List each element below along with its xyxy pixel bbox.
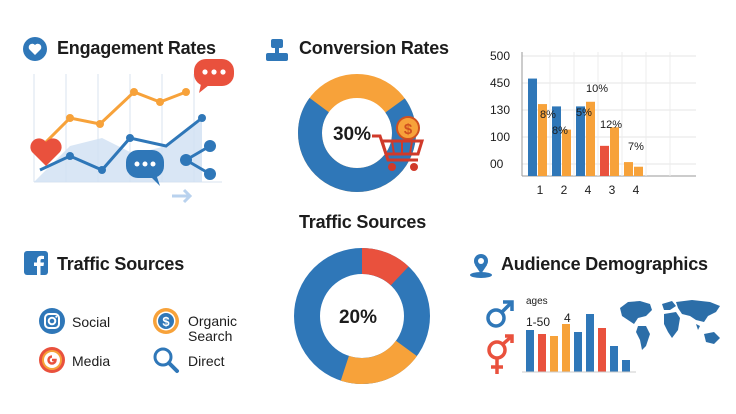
audience-label-range: 1-50 — [526, 315, 550, 329]
traffic-center-value: 20% — [339, 307, 377, 328]
audience-bar — [574, 332, 582, 372]
engagement-point — [126, 134, 134, 142]
bar-x-tick: 4 — [585, 183, 592, 197]
magnifier-icon — [152, 346, 180, 374]
traffic-item-label: Organic Search — [188, 313, 238, 344]
engagement-section: Engagement Rates — [0, 0, 250, 210]
bar-x-tick: 2 — [561, 183, 568, 197]
arrow-icon — [172, 188, 193, 204]
svg-text:$: $ — [162, 314, 170, 329]
traffic-item-organic-search[interactable]: $ Organic Search — [152, 307, 262, 347]
audience-bar — [586, 314, 594, 372]
gavel-icon — [263, 36, 291, 64]
audience-bar — [538, 334, 546, 372]
bar-data-label: 7% — [628, 141, 644, 153]
bar-x-tick: 4 — [633, 183, 640, 197]
bar-chart-bar — [624, 162, 633, 176]
audience-bar-chart: ages 1-50 4 — [522, 296, 636, 373]
engagement-point — [130, 88, 138, 96]
traffic-item-label: Direct — [188, 353, 225, 369]
shopping-cart-icon: $ — [370, 112, 432, 174]
traffic-item-social[interactable]: Social — [38, 307, 138, 335]
facebook-icon — [24, 251, 48, 275]
bar-x-tick: 3 — [609, 183, 616, 197]
conversion-center-value: 30% — [333, 124, 371, 145]
audience-bar — [622, 360, 630, 372]
bar-x-tick: 1 — [537, 183, 544, 197]
audience-bar — [598, 328, 606, 372]
traffic-donut: 20% — [294, 248, 430, 384]
bar-chart-bar — [528, 78, 537, 176]
bar-data-label: 8% — [540, 109, 556, 121]
engagement-point — [98, 166, 106, 174]
bar-data-label: 12% — [600, 119, 622, 131]
bar-y-tick: 130 — [490, 103, 510, 117]
traffic-donut-slice — [294, 248, 430, 384]
traffic-item-label: Social — [72, 314, 111, 330]
camera-icon — [38, 307, 66, 335]
traffic-donut-slice — [294, 248, 430, 384]
bar-chart: 500 450 130 100 00 8% 8% 5% 10% 12% 7% 1 2 4 3 4 — [490, 49, 696, 197]
engagement-title: Engagement Rates — [57, 38, 216, 58]
google-icon — [38, 346, 66, 374]
traffic-item-direct[interactable]: Direct — [152, 346, 262, 374]
audience-bar — [550, 336, 558, 372]
heart-icon — [22, 36, 48, 62]
bar-data-label: 8% — [552, 125, 568, 137]
audience-bar — [562, 324, 570, 372]
traffic-left-title: Traffic Sources — [57, 254, 185, 274]
bar-chart-bar — [600, 145, 609, 176]
engagement-point — [198, 114, 206, 122]
bar-chart-bar — [562, 129, 571, 176]
traffic-item-media[interactable]: Media — [38, 346, 138, 374]
bar-chart-bars — [528, 78, 643, 176]
bar-chart-y-ticks: 500 450 130 100 00 — [490, 49, 510, 171]
dollar-coin-icon: $ — [152, 307, 180, 335]
engagement-line-chart — [30, 74, 222, 204]
bar-chart-bar — [610, 127, 619, 176]
audience-title: Audience Demographics — [501, 254, 708, 274]
bar-chart-bar — [552, 106, 561, 176]
bar-data-label: 10% — [586, 83, 608, 95]
bar-chart-x-ticks: 1 2 4 3 4 — [537, 183, 640, 197]
engagement-point — [66, 114, 74, 122]
svg-text:$: $ — [404, 121, 413, 138]
bar-y-tick: 100 — [490, 130, 510, 144]
chat-bubble-icon — [126, 150, 164, 186]
share-icon — [180, 140, 216, 180]
male-icon — [484, 298, 516, 330]
engagement-point — [66, 152, 74, 160]
engagement-series-orange — [38, 90, 187, 150]
engagement-point — [156, 98, 164, 106]
audience-bar — [526, 330, 534, 372]
engagement-point — [182, 88, 190, 96]
bar-y-tick: 500 — [490, 49, 510, 63]
traffic-item-label: Media — [72, 353, 111, 369]
heart-icon — [30, 138, 62, 166]
engagement-point — [96, 120, 104, 128]
bar-chart-data-labels: 8% 8% 5% 10% 12% 7% — [540, 83, 644, 153]
traffic-center-title: Traffic Sources — [299, 212, 427, 232]
audience-label-ages: ages — [526, 296, 548, 307]
bar-y-tick: 450 — [490, 76, 510, 90]
bar-chart-bar — [576, 106, 585, 176]
engagement-series-blue — [39, 116, 203, 172]
world-map-icon — [616, 296, 726, 354]
conversion-title: Conversion Rates — [299, 38, 449, 58]
audience-bars — [526, 314, 630, 372]
bar-y-tick: 00 — [490, 157, 504, 171]
bar-chart-bar — [538, 104, 547, 176]
audience-bar — [610, 346, 618, 372]
female-male-icon — [484, 334, 518, 378]
audience-label-four: 4 — [564, 311, 571, 325]
bar-chart-bar — [634, 166, 643, 176]
chat-bubble-icon — [193, 58, 237, 94]
bar-data-label: 5% — [576, 107, 592, 119]
bar-chart-bar — [586, 101, 595, 176]
location-user-icon — [467, 251, 495, 279]
